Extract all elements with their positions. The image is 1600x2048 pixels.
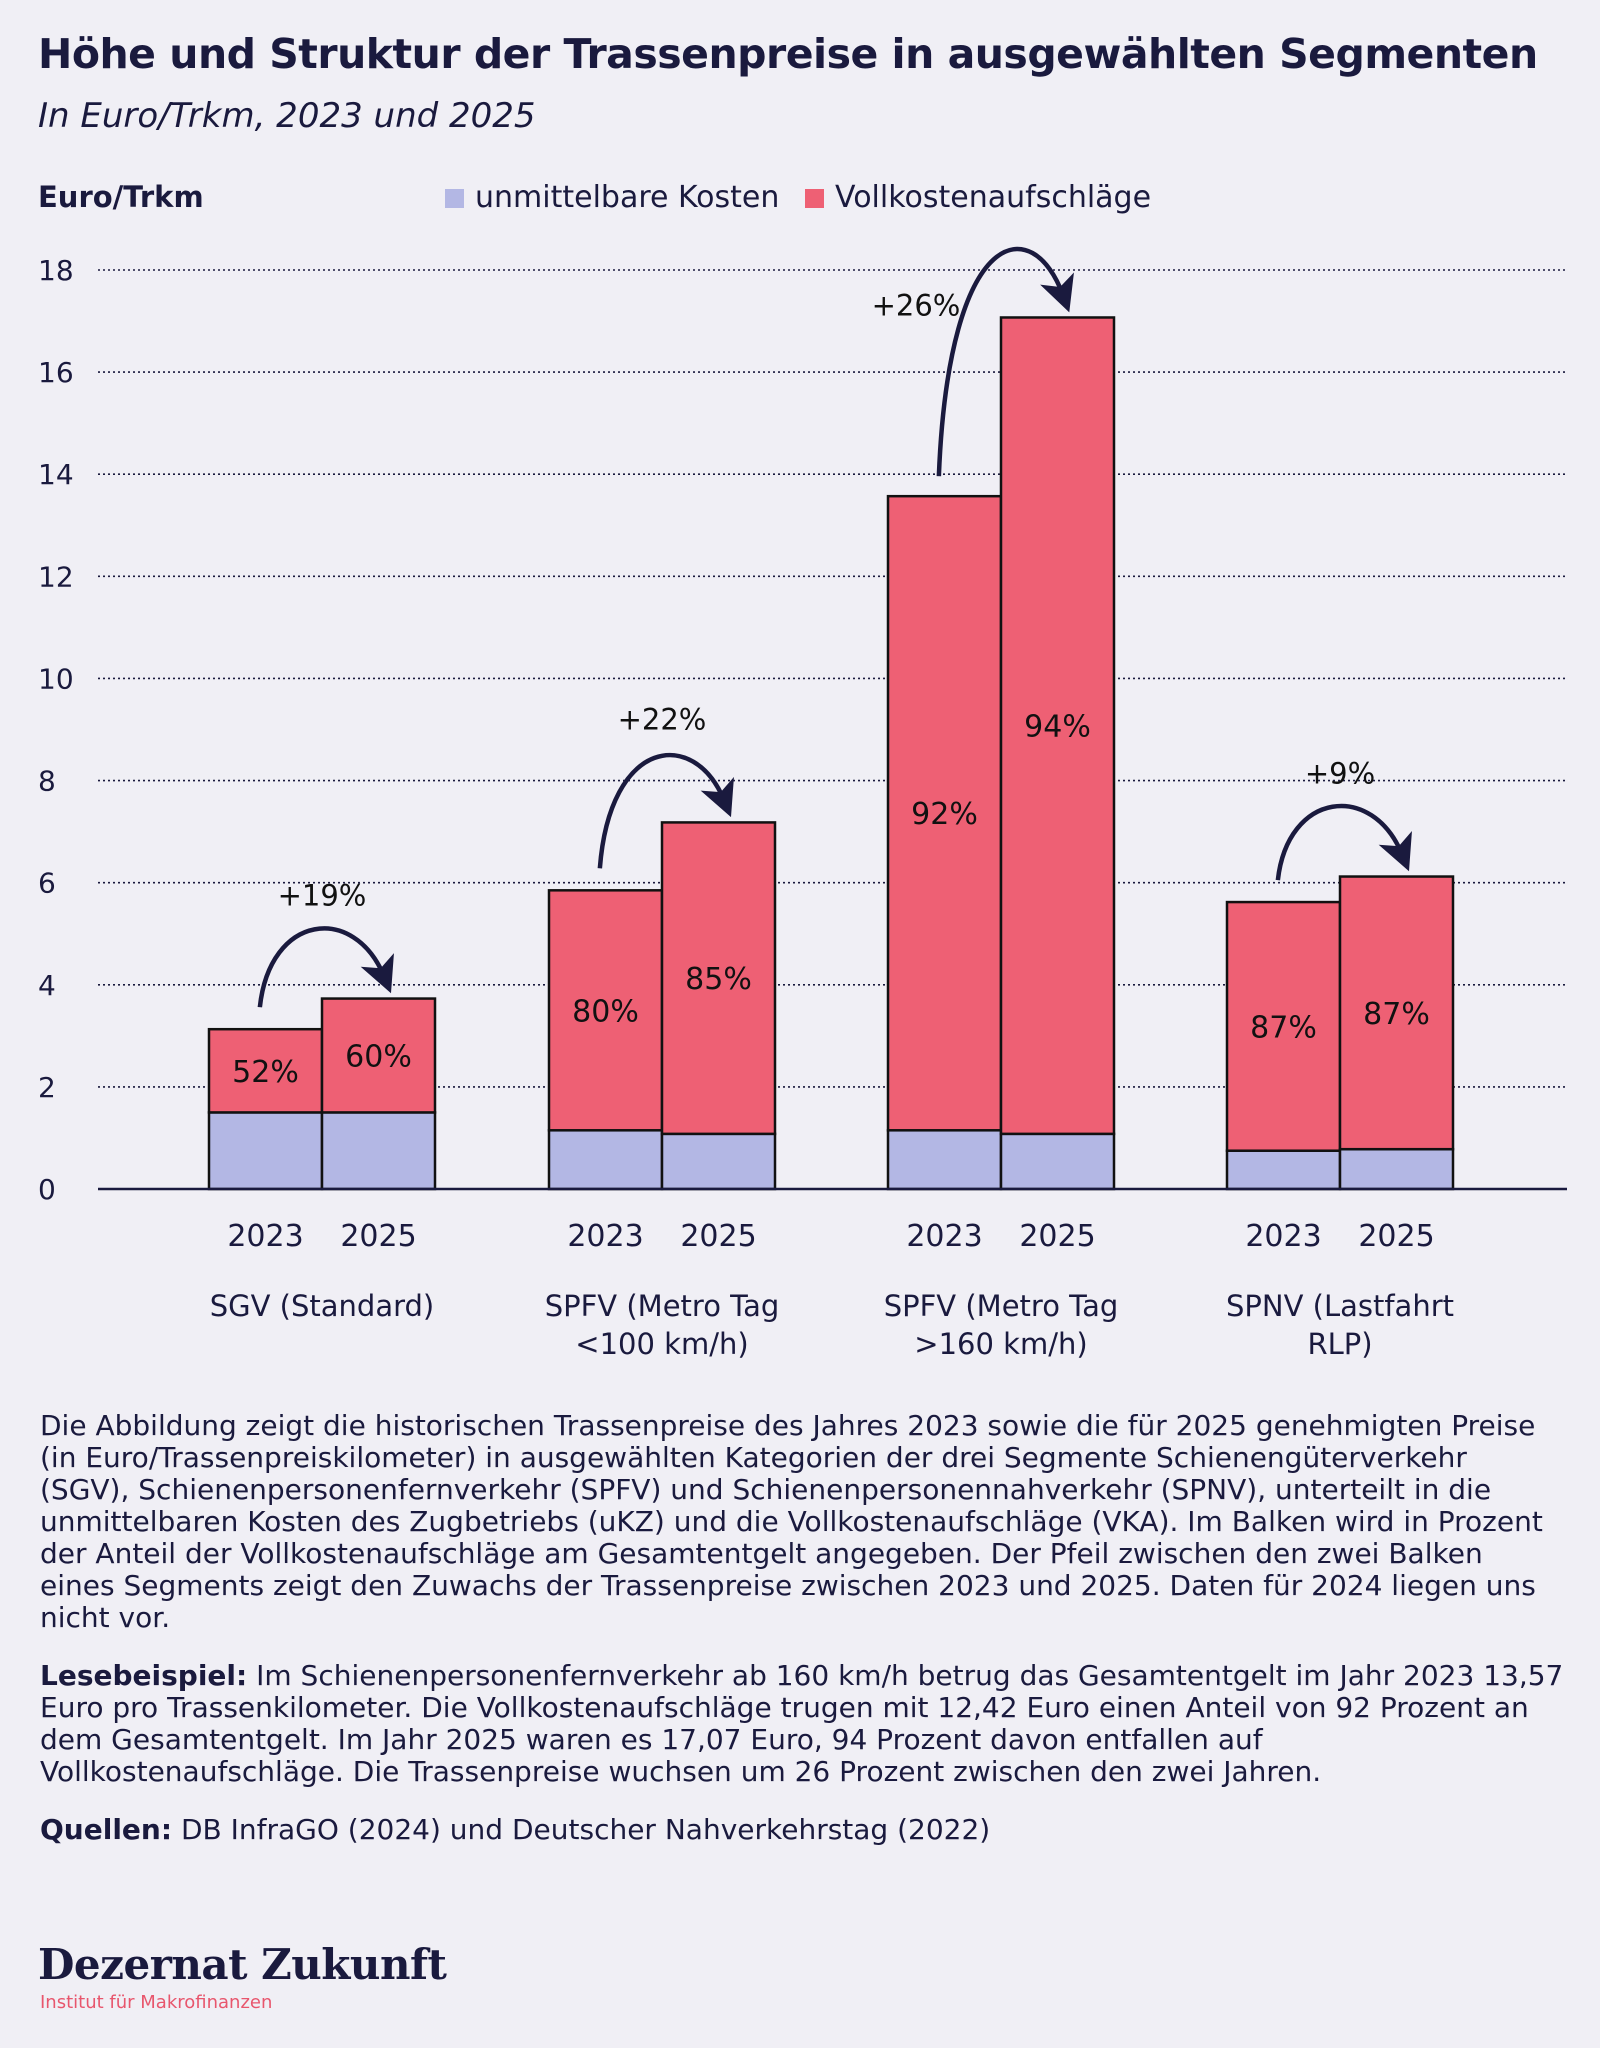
y-tick-label: 0 xyxy=(38,1173,56,1206)
change-arrows: +19% +22% +26% +9% xyxy=(257,246,1412,1008)
bar-percent-label: 85% xyxy=(685,962,752,997)
bar-segment-markup xyxy=(886,494,1003,1132)
change-arrow xyxy=(936,246,1074,477)
y-tick-label: 4 xyxy=(38,969,56,1002)
x-category-label: SGV (Standard) xyxy=(210,1289,435,1323)
example-text: Im Schienenpersonenfernverkehr ab 160 km… xyxy=(40,1659,1564,1788)
x-tick-label-year: 2023 xyxy=(906,1219,982,1254)
x-tick-label-year: 2025 xyxy=(1019,1219,1095,1254)
change-arrow xyxy=(257,926,394,1008)
bar-segment-base xyxy=(1225,1149,1342,1191)
sources-text: DB InfraGO (2024) und Deutscher Nahverke… xyxy=(180,1813,991,1846)
bar-percent-label: 87% xyxy=(1250,1010,1317,1045)
x-category-label: RLP) xyxy=(1307,1327,1372,1361)
y-tick-label: 8 xyxy=(38,765,56,798)
logo-tagline: Institut für Makrofinanzen xyxy=(40,1992,273,2013)
description: Die Abbildung zeigt die historischen Tra… xyxy=(40,1410,1565,1872)
legend-swatch-base xyxy=(445,189,464,208)
example-paragraph: Lesebeispiel: Im Schienenpersonenfernver… xyxy=(40,1660,1565,1788)
logo: Dezernat Zukunft xyxy=(38,1940,447,1989)
change-label: +26% xyxy=(872,288,961,322)
sources-label: Quellen: xyxy=(40,1813,173,1846)
bar-segment-base xyxy=(999,1132,1116,1191)
x-category-label: >160 km/h) xyxy=(914,1327,1087,1361)
chart-title: Höhe und Struktur der Trassenpreise in a… xyxy=(38,30,1538,78)
y-tick-label: 18 xyxy=(38,254,74,287)
bar-percent-label: 94% xyxy=(1024,710,1091,745)
bars: 52% 60% 80% 85% 92% 94% 87% 87% xyxy=(207,316,1455,1191)
bar-segment-base xyxy=(207,1111,324,1191)
x-category-label: SPFV (Metro Tag xyxy=(545,1289,780,1323)
stacked-bar-chart: Euro/Trkm unmittelbare Kosten Vollkostena… xyxy=(38,180,1567,1361)
y-tick-label: 10 xyxy=(38,662,74,695)
change-label: +22% xyxy=(618,702,707,736)
y-axis-ticks: 0 2 4 6 8 10 12 14 16 18 xyxy=(38,254,74,1206)
bar-segment-markup xyxy=(999,316,1116,1136)
change-label: +9% xyxy=(1305,757,1375,791)
y-tick-label: 6 xyxy=(38,867,56,900)
description-paragraph: Die Abbildung zeigt die historischen Tra… xyxy=(40,1409,1543,1634)
y-tick-label: 14 xyxy=(38,458,74,491)
y-axis-label: Euro/Trkm xyxy=(38,180,204,214)
sources-paragraph: Quellen: DB InfraGO (2024) und Deutscher… xyxy=(40,1814,1565,1846)
bar-segment-markup xyxy=(660,821,777,1136)
bar-segment-markup xyxy=(207,1027,324,1114)
x-tick-label-year: 2025 xyxy=(340,1219,416,1254)
change-arrow xyxy=(597,752,734,869)
bar-segment-markup xyxy=(1225,900,1342,1152)
bar-segment-base xyxy=(320,1111,437,1191)
x-tick-label-year: 2023 xyxy=(567,1219,643,1254)
x-category-label: SPFV (Metro Tag xyxy=(884,1289,1119,1323)
bar-percent-label: 87% xyxy=(1363,997,1430,1032)
x-category-label: SPNV (Lastfahrt xyxy=(1226,1289,1454,1323)
change-label: +19% xyxy=(278,879,367,913)
bar-segment-base xyxy=(1338,1147,1455,1191)
y-tick-label: 2 xyxy=(38,1071,56,1104)
bar-percent-label: 52% xyxy=(232,1055,299,1090)
bar-segment-base xyxy=(547,1129,664,1191)
y-tick-label: 16 xyxy=(38,356,74,389)
x-tick-label-year: 2025 xyxy=(1358,1219,1434,1254)
x-axis-labels: 2023 2025 SGV (Standard) 2023 2025 SPFV (Metr… xyxy=(210,1219,1454,1361)
x-tick-label-year: 2023 xyxy=(227,1219,303,1254)
x-tick-label-year: 2023 xyxy=(1245,1219,1321,1254)
bar-percent-label: 92% xyxy=(911,797,978,832)
bar-segment-markup xyxy=(1338,875,1455,1151)
bar-segment-base xyxy=(886,1129,1003,1191)
example-label: Lesebeispiel: xyxy=(40,1659,248,1692)
legend-swatch-markup xyxy=(805,189,824,208)
x-category-label: <100 km/h) xyxy=(575,1327,748,1361)
change-arrow xyxy=(1275,803,1412,881)
bar-percent-label: 60% xyxy=(345,1039,412,1074)
bar-percent-label: 80% xyxy=(572,994,639,1029)
bar-segment-base xyxy=(660,1132,777,1191)
bar-segment-markup xyxy=(547,889,664,1132)
x-tick-label-year: 2025 xyxy=(680,1219,756,1254)
legend: unmittelbare Kosten Vollkostenaufschläge xyxy=(445,180,1151,215)
y-tick-label: 12 xyxy=(38,560,74,593)
legend-label-base: unmittelbare Kosten xyxy=(475,180,779,215)
legend-label-markup: Vollkostenaufschläge xyxy=(835,180,1151,215)
chart-subtitle: In Euro/Trkm, 2023 und 2025 xyxy=(38,96,536,136)
bar-segment-markup xyxy=(320,997,437,1114)
